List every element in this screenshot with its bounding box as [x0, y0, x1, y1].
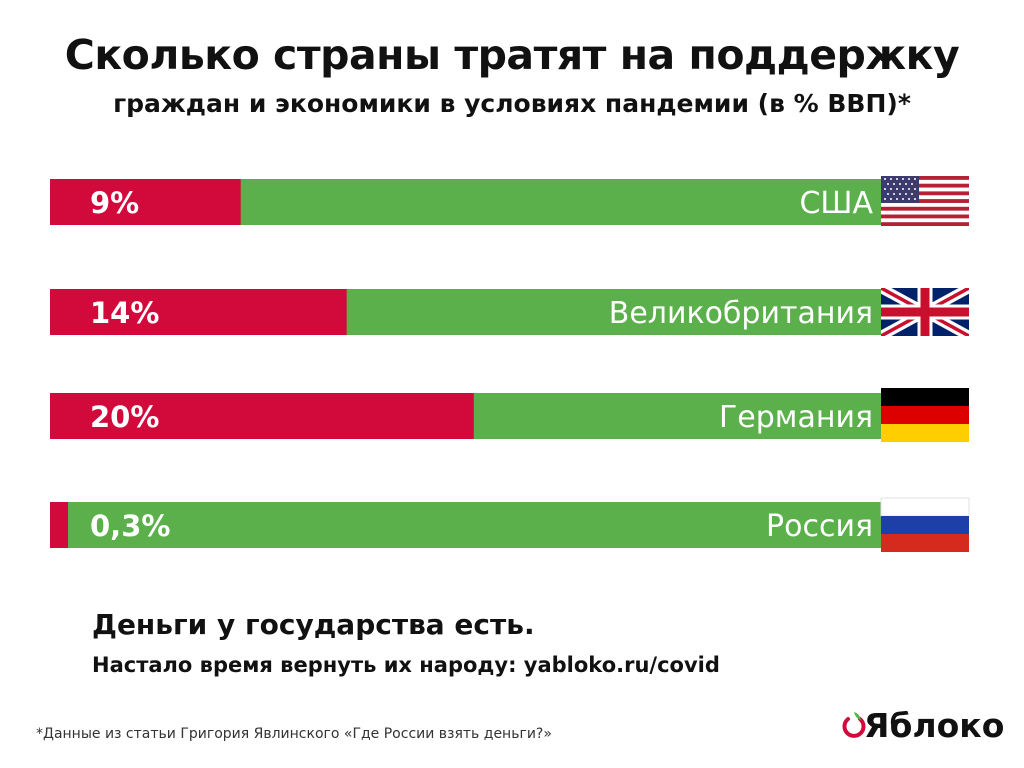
bar-value-label: 0,3%	[90, 509, 170, 543]
bar-country-label: США	[799, 186, 873, 221]
flags-layer	[880, 176, 970, 552]
yabloko-logo: Яблоко	[840, 704, 1010, 748]
bars-layer: 9% США 14% Великобритания 20% Германия 0,3% Рос…	[50, 179, 881, 548]
tagline-headline: Деньги у государства есть.	[92, 608, 535, 641]
bar-group: 14% Великобритания	[50, 289, 881, 335]
germany-flag	[881, 388, 969, 442]
bar-spent-segment	[50, 502, 68, 548]
bar-country-label: Великобритания	[609, 296, 873, 331]
russia-flag	[880, 497, 970, 552]
bar-group: 0,3% Россия	[50, 502, 881, 548]
bar-remainder	[50, 502, 881, 548]
footnote: *Данные из статьи Григория Явлинского «Г…	[36, 726, 552, 742]
usa-flag	[881, 176, 969, 226]
bar-spent-segment	[50, 289, 347, 335]
bar-group: 20% Германия	[50, 393, 881, 439]
tagline-call-to-action: Настало время вернуть их народу: yabloko…	[92, 653, 720, 677]
uk-flag	[881, 288, 969, 336]
bar-spent-segment	[50, 179, 241, 225]
bar-spent-segment	[50, 393, 474, 439]
bar-value-label: 20%	[90, 400, 159, 434]
bar-value-label: 14%	[90, 296, 159, 330]
bar-country-label: Россия	[766, 509, 873, 544]
bar-value-label: 9%	[90, 186, 139, 220]
bar-group: 9% США	[50, 179, 881, 225]
chart-subtitle: граждан и экономики в условиях пандемии …	[113, 89, 911, 118]
logo-text: Яблоко	[864, 706, 1005, 745]
chart-title: Сколько страны тратят на поддержку	[64, 31, 960, 79]
bar-country-label: Германия	[719, 400, 873, 435]
yabloko-logo-icon	[842, 712, 866, 738]
